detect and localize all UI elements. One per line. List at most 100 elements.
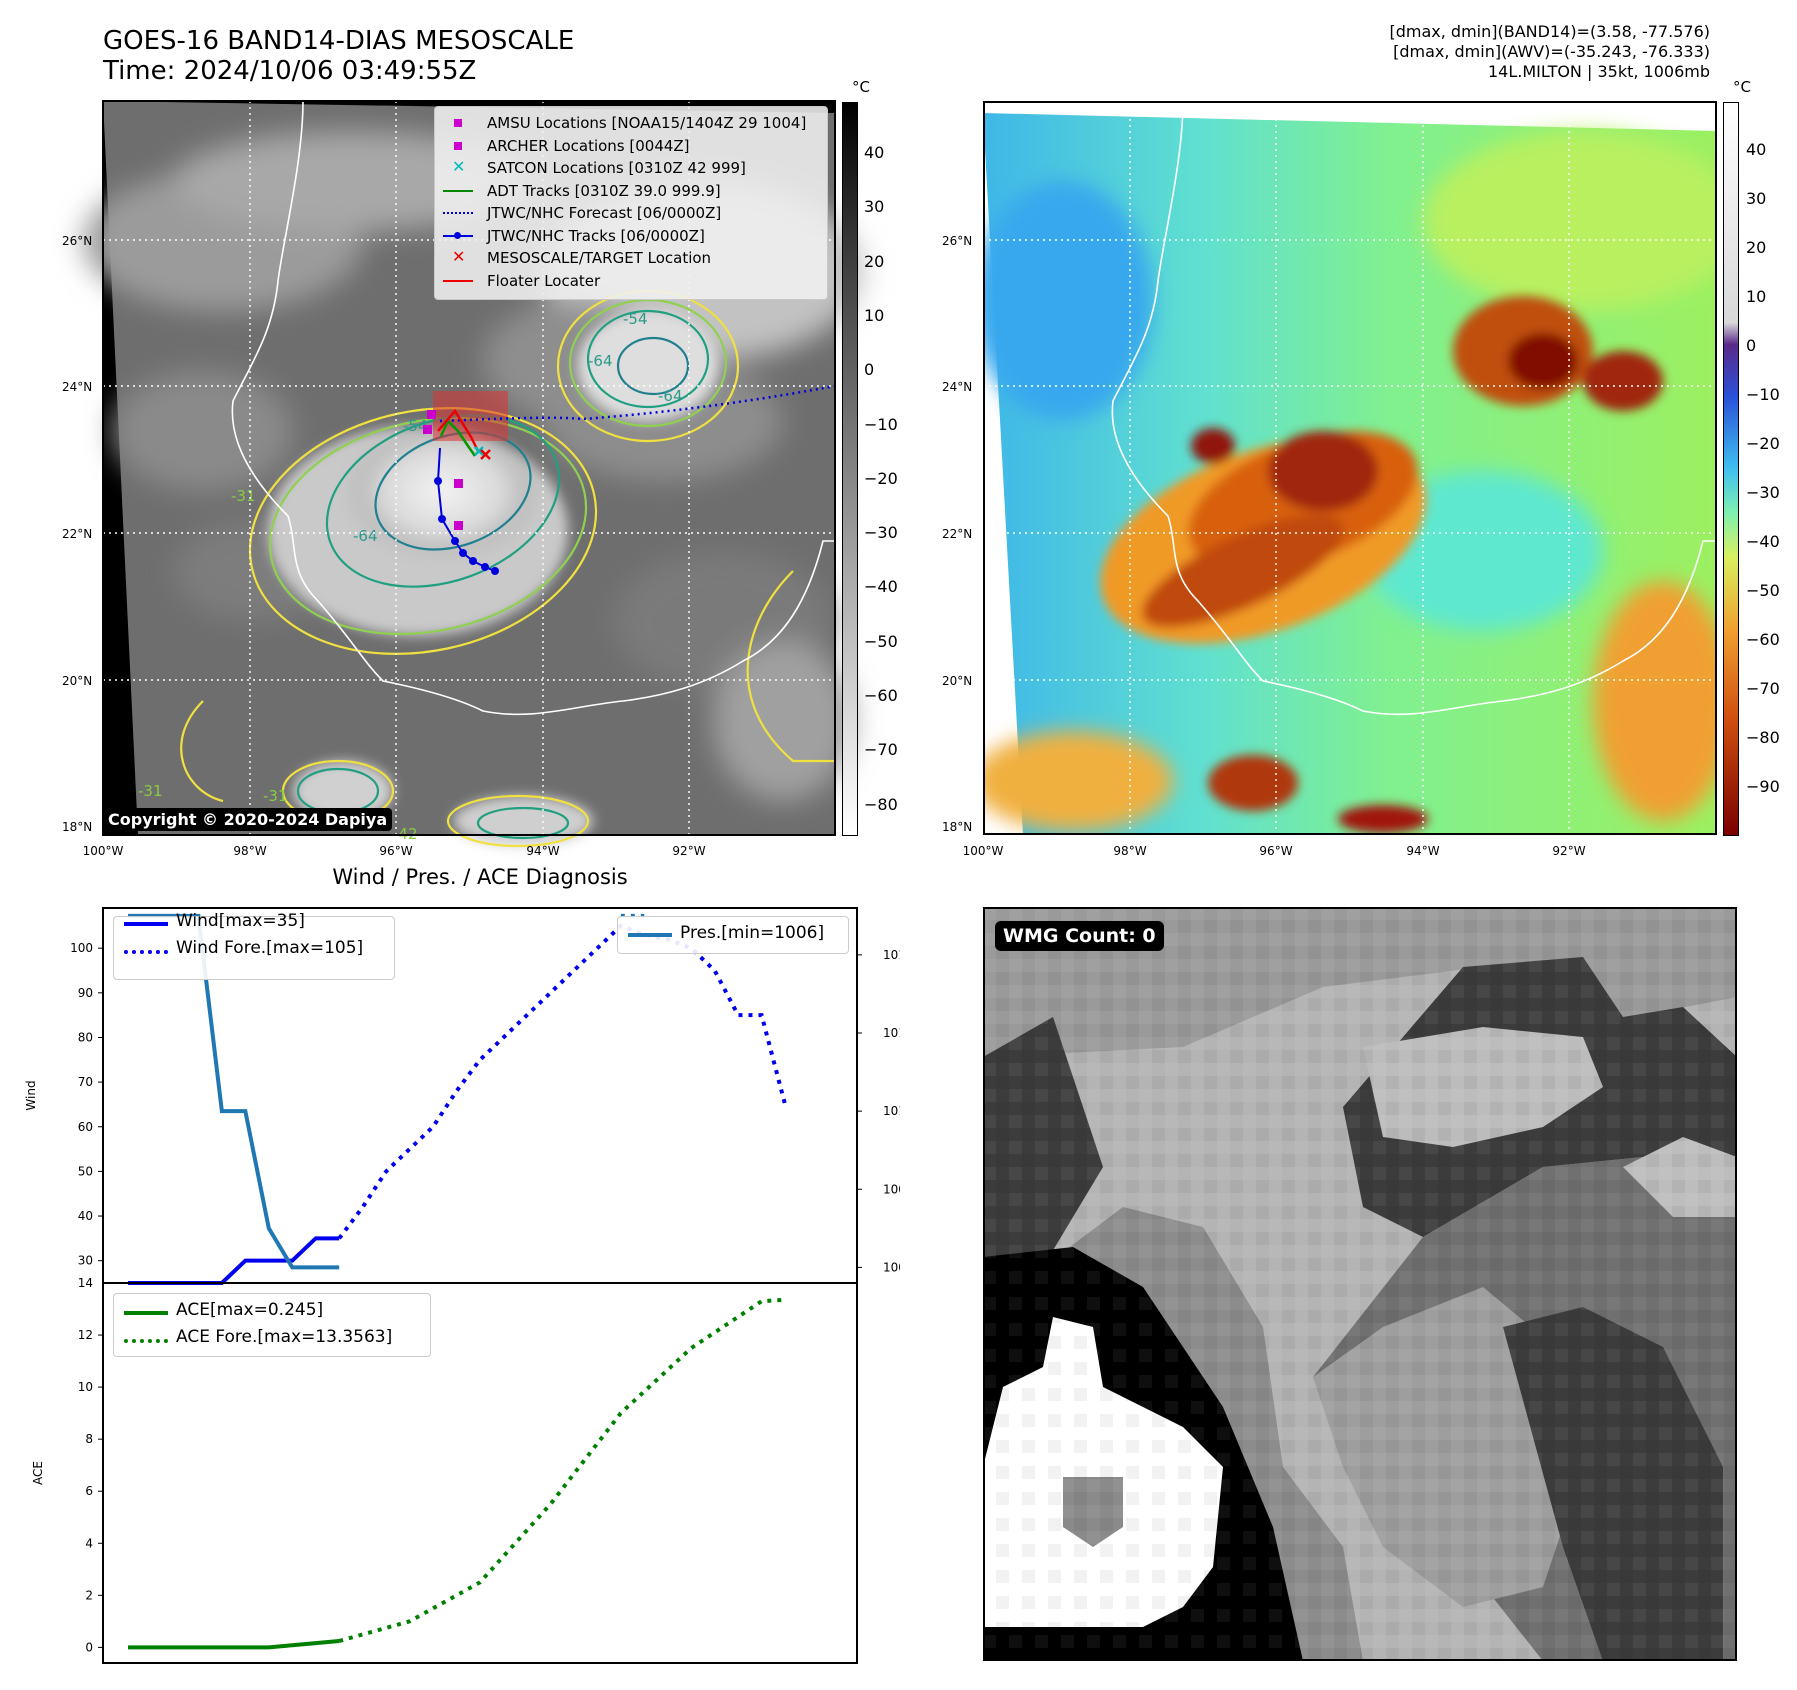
y-tick-label: 40 <box>78 1209 93 1223</box>
legend-label: SATCON Locations [0310Z 42 999] <box>487 159 746 177</box>
contour-label: -54 <box>403 417 428 435</box>
ace-axis-label: ACE <box>31 1461 45 1485</box>
floater-box <box>433 391 508 441</box>
lon-label: 98°W <box>233 844 266 858</box>
floater-locater <box>437 408 480 452</box>
contour-label: -31 <box>138 782 163 800</box>
colorbar-tick-label: −80 <box>1746 728 1780 747</box>
colorbar-tick-label: 0 <box>1746 336 1757 355</box>
coastline <box>1111 101 1717 716</box>
contour-label: -54 <box>623 310 648 328</box>
lat-label: 20°N <box>942 674 972 688</box>
colorbar-tick-label: −40 <box>1746 532 1780 551</box>
satcon-marker <box>474 446 484 456</box>
colorbar-tick-label: −20 <box>864 468 898 488</box>
lon-label: 100°W <box>963 844 1004 858</box>
colorbar-tick-label: −30 <box>1746 483 1780 502</box>
y-tick-label: 6 <box>85 1484 93 1498</box>
amsu-marker <box>454 479 463 488</box>
wind-legend: Wind[max=35] Wind Fore.[max=105] <box>113 911 395 980</box>
y-tick-label: 2 <box>85 1588 93 1602</box>
colorbar-tick-label: −80 <box>864 794 898 814</box>
lat-label: 24°N <box>942 380 972 394</box>
legend-entry: JTWC/NHC Forecast [06/0000Z] <box>441 203 821 223</box>
legend-entry: ✕ MESOSCALE/TARGET Location <box>441 247 821 268</box>
legend-marker-icon: ✕ <box>452 247 466 266</box>
colorbar-tick-label: 20 <box>864 251 885 271</box>
colorbar-tick-label: −20 <box>1746 434 1780 453</box>
legend-label: Floater Locater <box>487 271 601 290</box>
lat-label: 18°N <box>942 820 972 834</box>
legend-label: MESOSCALE/TARGET Location <box>487 249 712 267</box>
lon-label: 94°W <box>526 844 559 858</box>
lat-label: 26°N <box>942 234 972 248</box>
legend-label: ARCHER Locations [0044Z] <box>487 136 690 155</box>
coastline <box>231 100 835 716</box>
lat-label: 24°N <box>62 380 92 394</box>
lat-label: 20°N <box>62 674 92 688</box>
legend-marker-icon <box>441 181 475 201</box>
lon-label: 92°W <box>672 844 705 858</box>
diagnosis-title: Wind / Pres. / ACE Diagnosis <box>332 865 628 889</box>
y-tick-label: 14 <box>78 1276 93 1290</box>
lon-label: 96°W <box>379 844 412 858</box>
legend-label: ADT Tracks [0310Z 39.0 999.9] <box>487 181 721 200</box>
colorbar-tick-label: 10 <box>864 305 885 325</box>
colorbar-tick-label: 40 <box>864 143 885 162</box>
ace-legend: ACE[max=0.245] ACE Fore.[max=13.3563] <box>113 1293 431 1357</box>
colorbar-tick-label: −10 <box>1746 385 1780 404</box>
colorbar-tick-label: 40 <box>1746 140 1767 159</box>
colorbar-tick-label: −40 <box>864 577 898 597</box>
legend-label: Pres.[min=1006] <box>680 923 825 943</box>
band14-range-text: [dmax, dmin](BAND14)=(3.58, -77.576) <box>1389 22 1711 41</box>
contour-label: -31 <box>231 487 256 505</box>
figure-time: Time: 2024/10/06 03:49:55Z <box>103 56 477 86</box>
legend-label: AMSU Locations [NOAA15/1404Z 29 1004] <box>487 114 807 132</box>
y-tick-label: 50 <box>78 1164 93 1178</box>
y-tick-label: 10 <box>78 1380 93 1394</box>
contour-label: -31 <box>263 787 288 805</box>
legend-entry: ARCHER Locations [0044Z] <box>441 136 821 156</box>
colorbar-tick-label: 0 <box>864 360 875 380</box>
series-line <box>128 1639 340 1650</box>
colorbar-gray <box>842 102 858 836</box>
figure-title: GOES-16 BAND14-DIAS MESOSCALE <box>103 26 575 56</box>
legend-marker-icon <box>441 203 475 223</box>
y-tick-label: 4 <box>85 1536 93 1550</box>
lat-label: 26°N <box>62 234 92 248</box>
y-tick-label: 30 <box>78 1254 93 1268</box>
y-tick-label: 8 <box>85 1432 93 1446</box>
legend-label: ACE Fore.[max=13.3563] <box>176 1327 393 1347</box>
y-tick-label: 12 <box>78 1328 93 1342</box>
lon-label: 98°W <box>1113 844 1146 858</box>
legend-entry: AMSU Locations [NOAA15/1404Z 29 1004] <box>441 113 821 133</box>
colorbar-tick-label: 30 <box>864 197 885 217</box>
colorbar-tick-label: −50 <box>864 631 898 651</box>
amsu-marker <box>454 521 463 530</box>
legend-entry: JTWC/NHC Tracks [06/0000Z] <box>441 226 821 246</box>
target-marker <box>480 449 491 460</box>
archer-marker <box>427 410 436 419</box>
colorbar-tick-label: −50 <box>1746 581 1780 600</box>
legend-entry: ✕ SATCON Locations [0310Z 42 999] <box>441 157 821 178</box>
colorbar-tick-label: −60 <box>864 686 898 705</box>
wmg-count-badge: WMG Count: 0 <box>995 921 1164 951</box>
colorbar-unit: °C <box>1733 78 1751 96</box>
legend-marker-icon <box>441 271 475 291</box>
lon-label: 96°W <box>1259 844 1292 858</box>
y-tick-label: 80 <box>78 1030 93 1044</box>
colorbar-tick-label: −60 <box>1746 630 1780 649</box>
colorbar-color <box>1723 102 1739 836</box>
lon-label: 92°W <box>1552 844 1585 858</box>
contour-label: -64 <box>353 527 378 545</box>
legend-marker-icon <box>441 113 475 133</box>
awv-range-text: [dmax, dmin](AWV)=(-35.243, -76.333) <box>1393 42 1710 61</box>
storm-info-text: 14L.MILTON | 35kt, 1006mb <box>1487 62 1710 81</box>
y-tick-label: 60 <box>78 1120 93 1134</box>
legend-marker-icon <box>441 136 475 156</box>
wind-axis-label: Wind <box>24 1080 38 1110</box>
legend-marker-icon <box>441 226 475 246</box>
legend-label: JTWC/NHC Tracks [06/0000Z] <box>487 226 705 245</box>
